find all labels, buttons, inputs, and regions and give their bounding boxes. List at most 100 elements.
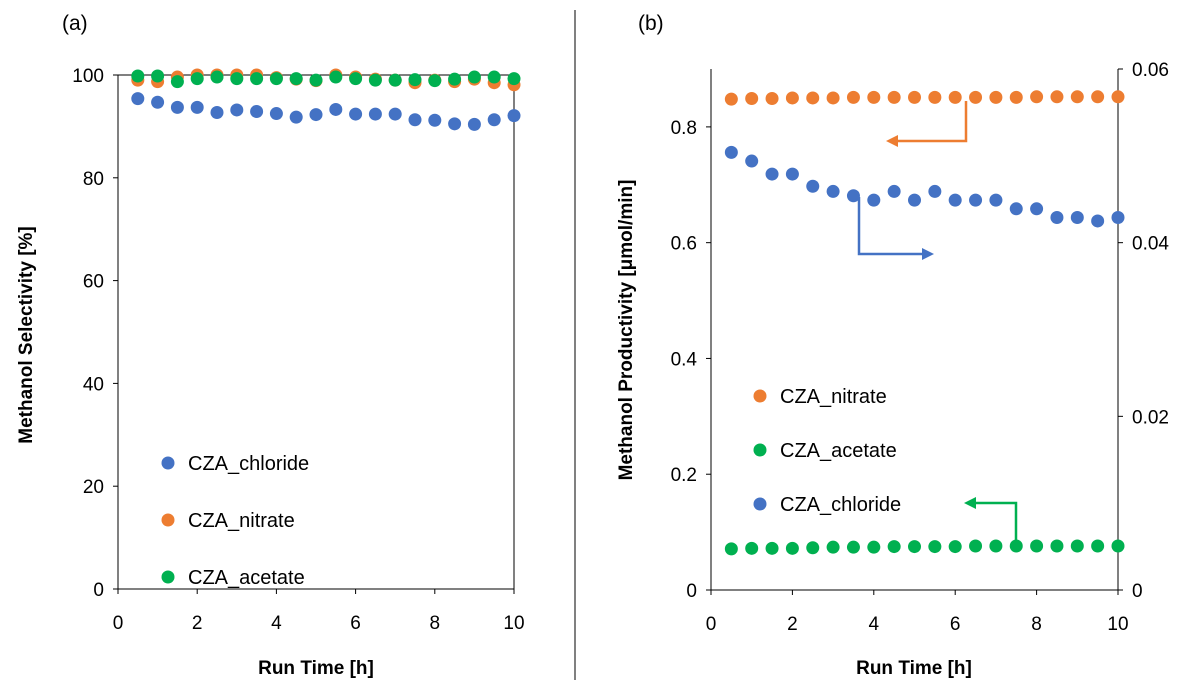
y-tick-label: 20 bbox=[83, 477, 104, 498]
y2-tick-label: 0.04 bbox=[1132, 234, 1169, 255]
data-point bbox=[1050, 210, 1064, 224]
axis-arrow-line bbox=[976, 501, 1018, 542]
data-point bbox=[785, 541, 799, 555]
data-point bbox=[250, 104, 264, 118]
x-tick-label: 6 bbox=[950, 614, 961, 635]
data-point bbox=[928, 540, 942, 554]
data-point bbox=[928, 90, 942, 104]
data-point bbox=[948, 90, 962, 104]
data-point bbox=[170, 75, 184, 89]
y-axis-label-b: Methanol Productivity [μmol/min] bbox=[616, 180, 637, 481]
data-point bbox=[724, 542, 738, 556]
data-point bbox=[1091, 90, 1105, 104]
legend-label: CZA_nitrate bbox=[188, 510, 295, 532]
data-point bbox=[928, 184, 942, 198]
data-point bbox=[1050, 539, 1064, 553]
chart-panel-a: (a) Run Time [h] Methanol Selectivity [%… bbox=[16, 12, 525, 679]
data-point bbox=[948, 193, 962, 207]
data-point bbox=[1009, 90, 1023, 104]
data-point bbox=[151, 69, 165, 83]
y-tick-label: 0.6 bbox=[671, 234, 697, 255]
data-point bbox=[846, 90, 860, 104]
y-tick-label: 0 bbox=[686, 581, 697, 602]
data-point bbox=[765, 541, 779, 555]
data-point bbox=[448, 72, 462, 86]
data-point bbox=[1030, 90, 1044, 104]
y-tick-label: 80 bbox=[83, 169, 104, 190]
data-point bbox=[948, 540, 962, 554]
legend-marker bbox=[753, 443, 767, 457]
legend-marker bbox=[161, 570, 175, 584]
plot-frame bbox=[117, 74, 515, 590]
data-point bbox=[309, 73, 323, 87]
data-point bbox=[1111, 90, 1125, 104]
data-point bbox=[151, 95, 165, 109]
axis-arrow-head bbox=[886, 135, 898, 147]
x-tick-label: 2 bbox=[787, 614, 798, 635]
y-tick-label: 0.8 bbox=[671, 118, 697, 139]
data-point bbox=[289, 72, 303, 86]
axis-arrow-line bbox=[898, 101, 968, 143]
x-tick-label: 6 bbox=[350, 613, 361, 634]
data-point bbox=[887, 90, 901, 104]
data-point bbox=[1030, 202, 1044, 216]
y2-tick-label: 0 bbox=[1132, 581, 1143, 602]
data-point bbox=[349, 107, 363, 121]
legend-marker bbox=[753, 389, 767, 403]
data-point bbox=[867, 90, 881, 104]
y-tick-label: 0.2 bbox=[671, 465, 697, 486]
data-point bbox=[1050, 90, 1064, 104]
data-point bbox=[230, 103, 244, 117]
data-point bbox=[724, 92, 738, 106]
data-point bbox=[846, 540, 860, 554]
axis-arrow-head bbox=[964, 497, 976, 509]
x-tick-label: 10 bbox=[503, 613, 524, 634]
data-point bbox=[190, 100, 204, 114]
data-point bbox=[989, 193, 1003, 207]
data-point bbox=[969, 193, 983, 207]
x-tick-label: 4 bbox=[869, 614, 880, 635]
data-point bbox=[131, 69, 145, 83]
data-point bbox=[131, 92, 145, 106]
data-point bbox=[1091, 214, 1105, 228]
data-point bbox=[210, 70, 224, 84]
data-point bbox=[867, 193, 881, 207]
data-point bbox=[1009, 539, 1023, 553]
x-tick-label: 8 bbox=[430, 613, 441, 634]
data-point bbox=[467, 117, 481, 131]
data-point bbox=[765, 92, 779, 106]
y-tick-label: 40 bbox=[83, 374, 104, 395]
legend-marker bbox=[161, 456, 175, 470]
data-point bbox=[908, 90, 921, 104]
data-point bbox=[989, 539, 1003, 553]
data-point bbox=[969, 539, 983, 553]
data-point bbox=[785, 167, 799, 181]
data-point bbox=[785, 91, 799, 105]
data-point bbox=[1009, 202, 1023, 216]
legend-marker bbox=[753, 497, 767, 511]
data-point bbox=[1070, 90, 1084, 104]
data-point bbox=[846, 189, 860, 203]
chart-panel-b: (b) Run Time [h] Methanol Productivity [… bbox=[616, 12, 1169, 679]
data-point bbox=[1030, 539, 1044, 553]
data-point bbox=[745, 541, 759, 555]
data-point bbox=[745, 92, 759, 106]
x-tick-label: 8 bbox=[1031, 614, 1042, 635]
data-point bbox=[487, 70, 501, 84]
data-point bbox=[1070, 539, 1084, 553]
data-point bbox=[724, 145, 738, 159]
data-point bbox=[408, 113, 422, 127]
data-point bbox=[867, 540, 881, 554]
data-point bbox=[210, 106, 224, 120]
data-point bbox=[806, 91, 820, 105]
data-point bbox=[448, 117, 462, 131]
x-axis-label-b: Run Time [h] bbox=[856, 658, 972, 679]
y2-tick-label: 0.06 bbox=[1132, 60, 1169, 81]
data-point bbox=[908, 193, 921, 207]
data-point bbox=[826, 184, 840, 198]
data-point bbox=[806, 541, 820, 555]
data-point bbox=[250, 72, 264, 86]
data-point bbox=[745, 154, 759, 168]
data-point bbox=[1091, 539, 1105, 553]
legend-label: CZA_chloride bbox=[780, 494, 901, 516]
